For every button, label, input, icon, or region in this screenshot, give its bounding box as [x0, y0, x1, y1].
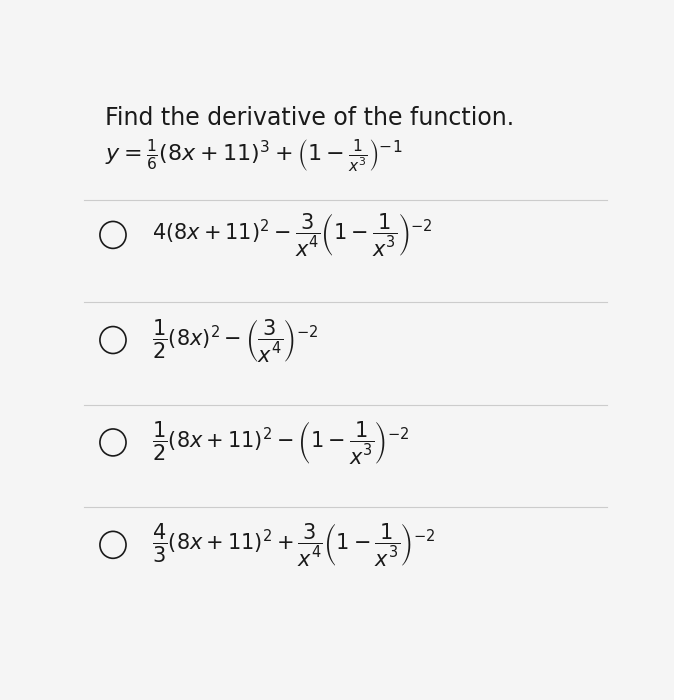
Text: $\dfrac{1}{2}(8x + 11)^2 - \left(1 - \dfrac{1}{x^3}\right)^{-2}$: $\dfrac{1}{2}(8x + 11)^2 - \left(1 - \df… — [152, 419, 410, 466]
Text: $\dfrac{4}{3}(8x + 11)^2 + \dfrac{3}{x^4}\left(1 - \dfrac{1}{x^3}\right)^{-2}$: $\dfrac{4}{3}(8x + 11)^2 + \dfrac{3}{x^4… — [152, 522, 435, 568]
Text: $4(8x + 11)^2 - \dfrac{3}{x^4}\left(1 - \dfrac{1}{x^3}\right)^{-2}$: $4(8x + 11)^2 - \dfrac{3}{x^4}\left(1 - … — [152, 211, 433, 258]
Text: Find the derivative of the function.: Find the derivative of the function. — [105, 106, 514, 130]
Text: $y = \frac{1}{6}(8x + 11)^{3} + \left(1 - \frac{1}{x^3}\right)^{-1}$: $y = \frac{1}{6}(8x + 11)^{3} + \left(1 … — [105, 138, 402, 176]
Text: $\dfrac{1}{2}(8x)^2 - \left(\dfrac{3}{x^4}\right)^{-2}$: $\dfrac{1}{2}(8x)^2 - \left(\dfrac{3}{x^… — [152, 316, 319, 363]
